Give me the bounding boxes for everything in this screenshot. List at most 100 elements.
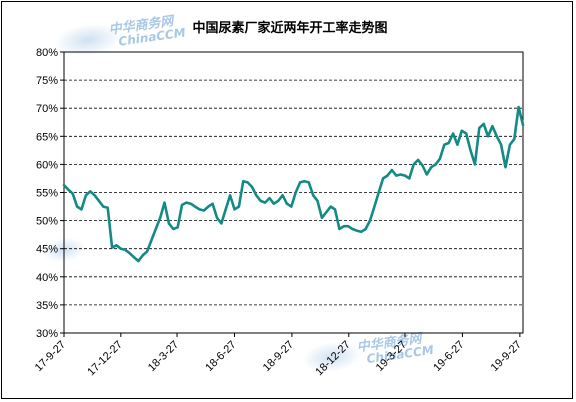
data-point [522, 124, 524, 126]
data-point [67, 189, 69, 191]
data-point [413, 163, 415, 165]
y-tick-label: 60% [36, 159, 58, 171]
data-point [474, 163, 476, 165]
data-point [500, 144, 502, 146]
data-point [124, 249, 126, 251]
x-tick-label: 18-6-27 [203, 339, 238, 374]
data-point [456, 144, 458, 146]
data-point [172, 228, 174, 230]
data-point [277, 200, 279, 202]
data-point [295, 191, 297, 194]
y-tick-label: 35% [36, 300, 58, 312]
data-point [212, 203, 214, 205]
data-point [98, 200, 100, 202]
data-point [111, 247, 113, 249]
data-point [448, 142, 450, 144]
data-point [404, 175, 406, 177]
data-point [365, 228, 367, 230]
data-point [378, 191, 380, 194]
data-point [207, 206, 209, 208]
data-point [513, 138, 515, 140]
data-point [216, 217, 218, 219]
data-point [194, 206, 196, 208]
data-point [142, 254, 144, 256]
data-point [303, 180, 305, 182]
data-point [483, 123, 485, 125]
x-tick-label: 17-9-27 [33, 339, 68, 374]
data-point [496, 135, 498, 137]
data-point [382, 177, 384, 179]
watermark-logo: 中华商务网 ChinaCCM [54, 13, 187, 57]
data-point [72, 193, 74, 195]
data-point [308, 181, 310, 183]
data-point [150, 239, 152, 241]
data-point [190, 203, 192, 205]
data-point [94, 194, 96, 196]
data-point [220, 222, 222, 224]
y-tick-label: 70% [36, 103, 58, 115]
data-point [129, 252, 131, 254]
data-point [63, 184, 65, 186]
y-axis: 30% 35% 40% 45% 50% 55% 60% 65% 70% 75% 80% [36, 47, 64, 340]
data-point [177, 226, 179, 228]
series-group [62, 105, 525, 263]
data-point [260, 200, 262, 202]
data-point [107, 207, 109, 209]
data-point [430, 166, 432, 168]
data-point [509, 144, 511, 146]
data-point [102, 206, 104, 208]
data-point [351, 228, 354, 230]
data-point [330, 206, 332, 208]
data-point [225, 208, 227, 210]
data-point [435, 163, 437, 165]
data-point [133, 256, 135, 258]
data-point [273, 203, 275, 205]
data-point [417, 159, 419, 161]
data-point [286, 203, 288, 205]
series-line [62, 105, 525, 263]
data-point [452, 132, 454, 135]
data-point [391, 169, 393, 171]
data-point [185, 202, 187, 204]
data-point [290, 206, 292, 208]
y-tick-label: 40% [36, 272, 58, 284]
data-point [386, 175, 389, 177]
data-point [163, 202, 166, 204]
x-tick-label: 18-9-27 [261, 339, 296, 374]
data-point [426, 173, 428, 176]
data-point [89, 190, 91, 192]
data-point [518, 106, 520, 108]
data-point [312, 194, 314, 196]
y-tick-label: 45% [36, 244, 58, 256]
data-point [369, 220, 371, 222]
x-tick-label: 19-9-27 [489, 339, 524, 374]
data-point [282, 194, 284, 196]
data-point [360, 231, 362, 233]
y-tick-label: 65% [36, 131, 58, 143]
data-point [373, 206, 375, 208]
gridlines [64, 79, 523, 306]
data-point [203, 209, 205, 212]
data-point [181, 204, 183, 206]
data-point [251, 186, 253, 188]
data-point [338, 228, 340, 230]
y-tick-label: 55% [36, 188, 58, 200]
x-tick-label: 17-12-27 [85, 339, 125, 379]
data-point [325, 211, 327, 213]
watermark-logo: 中华商务网 ChinaCCM [302, 330, 435, 373]
y-tick-label: 30% [36, 328, 58, 340]
data-point [421, 164, 424, 167]
data-point [491, 125, 493, 127]
data-point [137, 260, 139, 262]
data-point [465, 132, 467, 135]
data-point [408, 177, 410, 179]
data-point [264, 202, 266, 204]
y-tick-label: 75% [36, 75, 58, 87]
y-tick-label: 50% [36, 216, 58, 228]
data-point [400, 173, 402, 176]
data-point [168, 222, 170, 224]
x-axis: 17-9-27 17-12-27 18-3-27 18-6-27 18-9-27 18-1… [33, 333, 524, 378]
x-tick-label: 19-6-27 [431, 339, 466, 374]
